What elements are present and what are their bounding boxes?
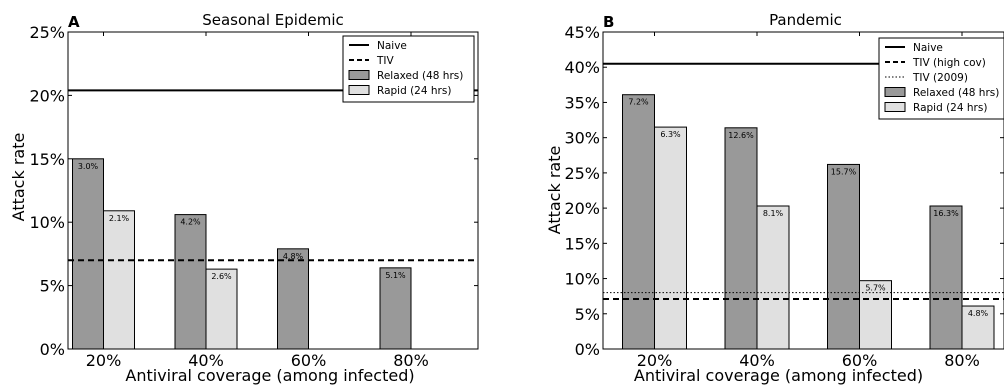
panel-label: B: [603, 13, 614, 31]
x-tick-label: 60%: [291, 351, 327, 370]
bar-rapid-20pct: [103, 210, 135, 349]
y-tick-label: 5%: [40, 277, 65, 296]
panel-label: A: [68, 13, 80, 31]
chart-title: Seasonal Epidemic: [202, 11, 344, 29]
axes-frame: [602, 31, 1004, 350]
y-tick-label: 5%: [575, 305, 600, 324]
bar-relaxed-80pct: [929, 205, 963, 349]
chart-title: Pandemic: [769, 11, 842, 29]
y-axis-label: Attack rate: [9, 133, 28, 222]
bar-rapid-20pct: [654, 126, 687, 349]
panel-seasonal-epidemic: 3.0% 4.2% 4.8% 5.1% 2.1% 2.6% 0% 5% 10% 15% 20% 25%…: [29, 11, 479, 385]
x-tick-label: 20%: [637, 351, 673, 370]
data-label: 3.0%: [78, 162, 99, 171]
data-label: 5.1%: [385, 271, 406, 280]
legend-label: Naive: [377, 40, 407, 52]
data-label: 4.8%: [283, 252, 304, 261]
legend-label: Relaxed (48 hrs): [913, 87, 999, 99]
bar-rapid-80pct: [961, 305, 995, 349]
y-tick-label: 10%: [29, 213, 65, 232]
y-tick-label: 25%: [29, 23, 65, 42]
legend-swatch: [348, 70, 370, 80]
data-label: 8.1%: [763, 209, 784, 218]
y-tick-label: 0%: [575, 340, 600, 359]
data-label: 4.8%: [968, 309, 989, 318]
y-tick-label: 35%: [564, 93, 600, 112]
data-label: 6.3%: [660, 130, 681, 139]
legend-swatch: [884, 102, 906, 112]
x-tick-label: 40%: [739, 351, 775, 370]
bar-relaxed-20pct: [72, 158, 104, 349]
data-label: 5.7%: [865, 284, 886, 293]
bar-rapid-40pct: [756, 205, 790, 349]
panel-pandemic: 7.2% 12.6% 15.7% 16.3% 6.3% 8.1% 5.7% 4.8% 0% 5% 1…: [545, 11, 1004, 385]
bar-relaxed-40pct: [174, 214, 207, 349]
data-label: 12.6%: [728, 131, 754, 140]
x-tick-label: 20%: [86, 351, 122, 370]
y-tick-label: 25%: [564, 164, 600, 183]
legend-label: Relaxed (48 hrs): [377, 70, 463, 82]
data-label: 4.2%: [180, 218, 201, 227]
x-tick-label: 80%: [393, 351, 429, 370]
bar-rapid-60pct: [859, 280, 892, 349]
legend-label: TIV: [376, 55, 395, 67]
y-axis-label: Attack rate: [545, 146, 564, 235]
y-tick-label: 15%: [29, 150, 65, 169]
y-tick-label: 30%: [564, 129, 600, 148]
data-label: 2.1%: [109, 214, 130, 223]
y-tick-label: 10%: [564, 270, 600, 289]
legend-label: Rapid (24 hrs): [377, 85, 451, 97]
data-label: 7.2%: [628, 98, 649, 107]
legend-label: TIV (high cov): [912, 57, 986, 69]
x-tick-label: 40%: [188, 351, 224, 370]
legend: Naive TIV (high cov) TIV (2009) Relaxed (48…: [878, 37, 1004, 120]
bar-rapid-40pct: [205, 268, 238, 349]
y-tick-label: 40%: [564, 58, 600, 77]
bar-relaxed-40pct: [724, 127, 758, 349]
y-tick-label: 45%: [564, 23, 600, 42]
x-axis-label: Antiviral coverage (among infected): [634, 366, 923, 385]
x-tick-label: 80%: [944, 351, 980, 370]
legend: Naive TIV Relaxed (48 hrs) Rapid (24 hrs): [342, 35, 475, 103]
bar-relaxed-20pct: [622, 94, 655, 349]
y-tick-label: 20%: [29, 86, 65, 105]
bar-relaxed-80pct: [379, 267, 412, 349]
legend-label: Rapid (24 hrs): [913, 102, 987, 114]
legend-swatch: [884, 87, 906, 97]
y-tick-label: 0%: [40, 340, 65, 359]
data-label: 15.7%: [831, 167, 857, 176]
x-axis-label: Antiviral coverage (among infected): [125, 366, 414, 385]
bar-relaxed-60pct: [277, 248, 309, 349]
legend-swatch: [348, 85, 370, 95]
y-tick-label: 15%: [564, 234, 600, 253]
bar-relaxed-60pct: [827, 163, 860, 349]
data-label: 2.6%: [211, 272, 232, 281]
y-tick-label: 20%: [564, 199, 600, 218]
x-tick-label: 60%: [842, 351, 878, 370]
axes-frame: [67, 31, 479, 350]
legend-label: Naive: [913, 42, 943, 54]
legend-label: TIV (2009): [912, 72, 968, 84]
data-label: 16.3%: [933, 209, 959, 218]
